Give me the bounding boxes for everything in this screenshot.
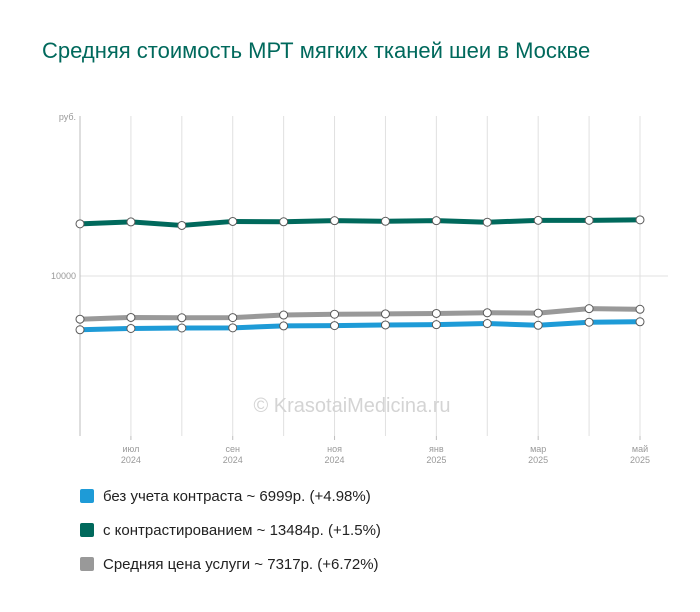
data-point — [75, 325, 85, 335]
data-point — [635, 304, 645, 314]
legend-item[interactable]: с контрастированием ~ 13484р. (+1.5%) — [80, 520, 381, 540]
data-point — [330, 216, 340, 226]
data-point — [177, 323, 187, 333]
data-point — [279, 310, 289, 320]
data-point — [482, 217, 492, 227]
x-tick-year: 2025 — [426, 455, 446, 465]
x-tick-month: май — [632, 444, 648, 454]
data-point — [228, 216, 238, 226]
data-point — [482, 319, 492, 329]
grid — [79, 116, 668, 436]
data-point — [635, 317, 645, 327]
x-tick-month: мар — [530, 444, 546, 454]
x-tick-year: 2024 — [325, 455, 345, 465]
data-point — [533, 215, 543, 225]
legend-swatch — [80, 557, 94, 571]
x-tick-month: июл — [122, 444, 139, 454]
data-point — [75, 314, 85, 324]
data-point — [584, 317, 594, 327]
series-line — [77, 217, 643, 228]
data-point — [330, 309, 340, 319]
data-point — [228, 313, 238, 323]
series-line — [77, 319, 643, 333]
data-point — [635, 215, 645, 225]
x-tick-year: 2024 — [121, 455, 141, 465]
y-axis-ticks: 10000 — [51, 271, 76, 281]
y-tick-label: 10000 — [51, 271, 76, 281]
data-point — [75, 219, 85, 229]
data-point — [177, 313, 187, 323]
legend-item[interactable]: без учета контраста ~ 6999р. (+4.98%) — [80, 486, 381, 506]
legend-label: без учета контраста ~ 6999р. (+4.98%) — [103, 487, 371, 505]
data-point — [126, 217, 136, 227]
x-tick-month: ноя — [327, 444, 342, 454]
data-point — [431, 320, 441, 330]
chart-title: Средняя стоимость МРТ мягких тканей шеи … — [42, 38, 591, 63]
legend-swatch — [80, 523, 94, 537]
data-point — [380, 309, 390, 319]
x-axis-ticks: июл2024сен2024ноя2024янв2025мар2025май20… — [121, 436, 650, 465]
data-point — [533, 308, 543, 318]
data-point — [380, 320, 390, 330]
data-point — [584, 304, 594, 314]
data-point — [431, 308, 441, 318]
data-point — [330, 321, 340, 331]
legend-swatch — [80, 489, 94, 503]
data-point — [228, 323, 238, 333]
x-tick-year: 2025 — [528, 455, 548, 465]
x-tick-year: 2025 — [630, 455, 650, 465]
data-point — [431, 216, 441, 226]
legend-label: Средняя цена услуги ~ 7317р. (+6.72%) — [103, 555, 379, 573]
legend-item[interactable]: Средняя цена услуги ~ 7317р. (+6.72%) — [80, 554, 381, 574]
data-point — [584, 215, 594, 225]
data-point — [126, 323, 136, 333]
watermark: © KrasotaiMedicina.ru — [253, 395, 450, 417]
legend-label: с контрастированием ~ 13484р. (+1.5%) — [103, 521, 381, 539]
series-line — [77, 306, 643, 322]
data-point — [533, 320, 543, 330]
x-tick-month: сен — [225, 444, 240, 454]
data-point — [177, 220, 187, 230]
x-tick-year: 2024 — [223, 455, 243, 465]
data-point — [279, 217, 289, 227]
series-group — [75, 215, 645, 335]
data-point — [126, 312, 136, 322]
data-point — [279, 321, 289, 331]
data-point — [482, 308, 492, 318]
data-point — [380, 216, 390, 226]
x-tick-month: янв — [429, 444, 444, 454]
legend: без учета контраста ~ 6999р. (+4.98%) с … — [80, 486, 381, 588]
y-unit-label: руб. — [59, 112, 76, 122]
